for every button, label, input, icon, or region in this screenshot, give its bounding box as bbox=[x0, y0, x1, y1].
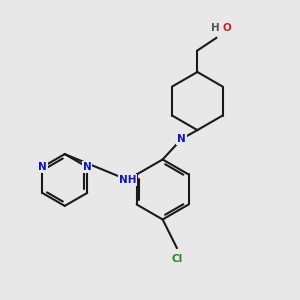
Text: Cl: Cl bbox=[171, 254, 182, 264]
Text: N: N bbox=[83, 162, 92, 172]
Text: N: N bbox=[38, 162, 47, 172]
Text: O: O bbox=[223, 23, 232, 33]
Text: NH: NH bbox=[119, 175, 136, 185]
Text: N: N bbox=[177, 134, 186, 144]
Text: H: H bbox=[212, 23, 220, 33]
